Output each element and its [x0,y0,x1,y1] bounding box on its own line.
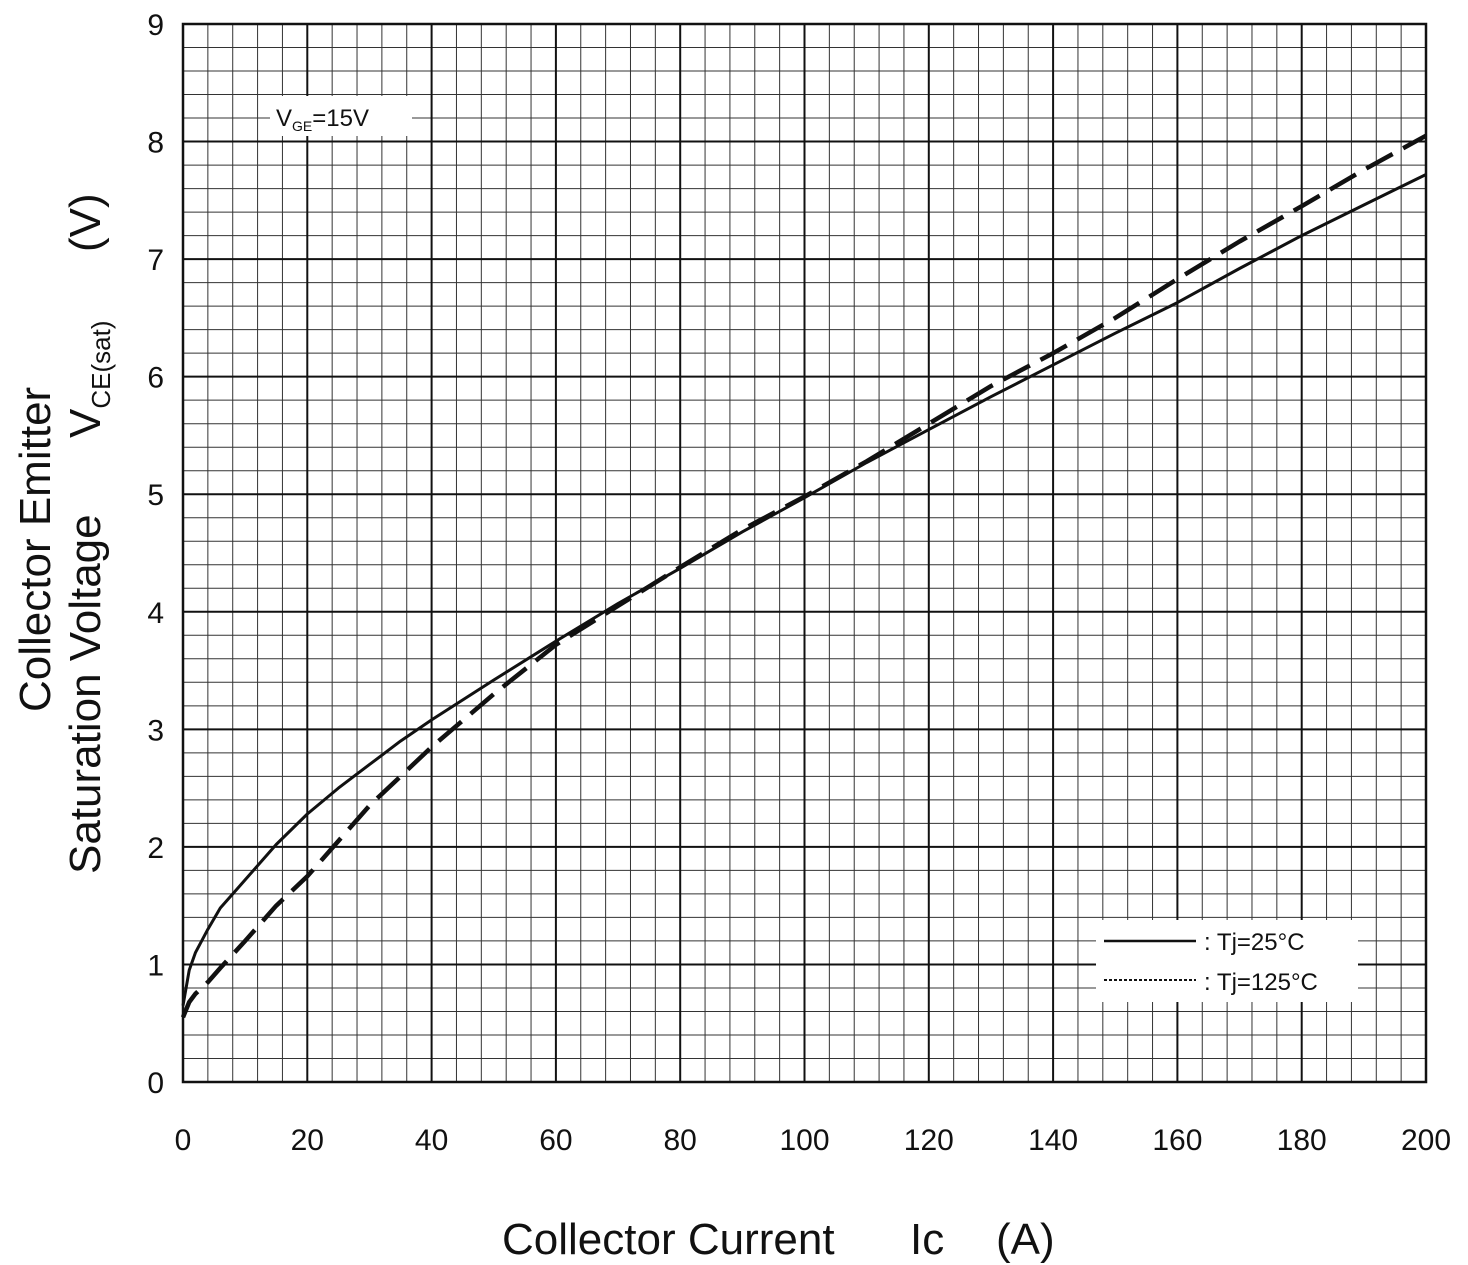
y-tick-label: 2 [147,832,164,865]
y-tick-label: 0 [147,1067,164,1100]
x-tick-label: 0 [175,1124,192,1157]
x-tick-label: 160 [1152,1124,1202,1157]
x-axis-title: Collector Current [502,1215,835,1264]
x-tick-label: 20 [291,1124,324,1157]
x-tick-label: 200 [1401,1124,1451,1157]
x-tick-label: 120 [904,1124,954,1157]
y-tick-label: 4 [147,597,164,630]
x-tick-label: 100 [779,1124,829,1157]
y-axis-symbol-sub: CE(sat) [86,321,116,409]
y-tick-label: 6 [147,362,164,395]
y-tick-label: 9 [147,9,164,42]
annotation-main: V [276,105,292,132]
annotation-vge: VGE=15V [276,105,369,134]
annotation-bg [270,96,412,136]
y-axis-title-line1: Collector Emitter [11,387,60,712]
x-tick-label: 80 [664,1124,697,1157]
x-axis-symbol: Ic [910,1215,944,1264]
legend-box [1096,920,1358,1002]
x-tick-label: 180 [1277,1124,1327,1157]
plot-frame [181,22,1428,1084]
y-tick-label: 3 [147,714,164,747]
series-line-tj125 [180,133,1428,1019]
series-layer [180,133,1428,1019]
annotation-rest: =15V [312,105,369,132]
y-axis-title-line2: Saturation Voltage [61,514,110,874]
x-tick-label: 60 [539,1124,572,1157]
legend-label-tj125: : Tj=125°C [1204,969,1318,996]
y-tick-label: 7 [147,244,164,277]
y-tick-label: 8 [147,127,164,160]
y-tick-label: 1 [147,949,164,982]
y-axis-symbol: VCE(sat) [61,321,116,438]
legend-label-tj25: : Tj=25°C [1204,929,1305,956]
x-tick-label: 40 [415,1124,448,1157]
y-tick-labels: 0 1 2 3 4 5 6 7 8 9 [147,9,164,1100]
y-axis-symbol-main: V [61,408,110,438]
x-tick-labels: 0 20 40 60 80 100 120 140 160 180 200 [175,1124,1451,1157]
y-tick-label: 5 [147,479,164,512]
series-line-tj25 [181,173,1427,1006]
x-tick-label: 140 [1028,1124,1078,1157]
y-axis-unit: (V) [61,193,110,252]
x-axis-unit: (A) [996,1215,1055,1264]
annotation-sub: GE [292,118,312,134]
